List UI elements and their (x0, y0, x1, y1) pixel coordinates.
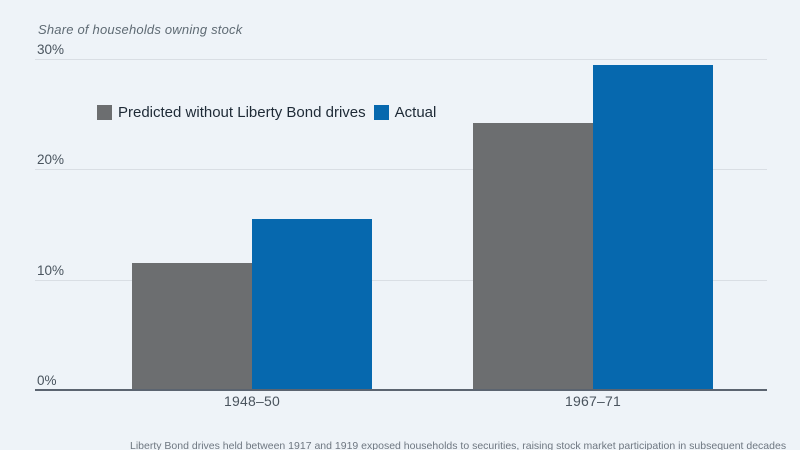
x-axis-line (35, 389, 767, 391)
x-label-1967-71: 1967–71 (565, 393, 621, 409)
legend-swatch-actual-icon (373, 105, 389, 120)
y-tick-10%: 10% (37, 262, 65, 278)
x-label-1948-50: 1948–50 (224, 393, 280, 409)
legend-item-predicted: Predicted without Liberty Bond drives (97, 104, 366, 121)
y-tick-20%: 20% (37, 152, 65, 168)
gridline-20% (35, 169, 767, 171)
chart-title: Share of households owning stock (38, 22, 243, 37)
figure-caption: Liberty Bond drives held between 1917 an… (130, 440, 787, 450)
legend-item-actual: Actual (373, 104, 437, 121)
bar-1967-71-predicted (473, 123, 593, 390)
bar-1948-50-predicted (132, 263, 252, 390)
legend: Predicted without Liberty Bond drives Ac… (97, 104, 436, 121)
y-tick-30%: 30% (37, 42, 65, 57)
legend-swatch-predicted-icon (97, 105, 112, 120)
gridline-30% (35, 59, 767, 60)
y-tick-0%: 0% (37, 373, 57, 388)
gridline-10% (35, 279, 767, 281)
legend-label-predicted: Predicted without Liberty Bond drives (118, 104, 366, 121)
bar-1948-50-actual (252, 219, 372, 390)
bar-1967-71-actual (593, 65, 713, 390)
legend-label-actual: Actual (394, 104, 437, 121)
